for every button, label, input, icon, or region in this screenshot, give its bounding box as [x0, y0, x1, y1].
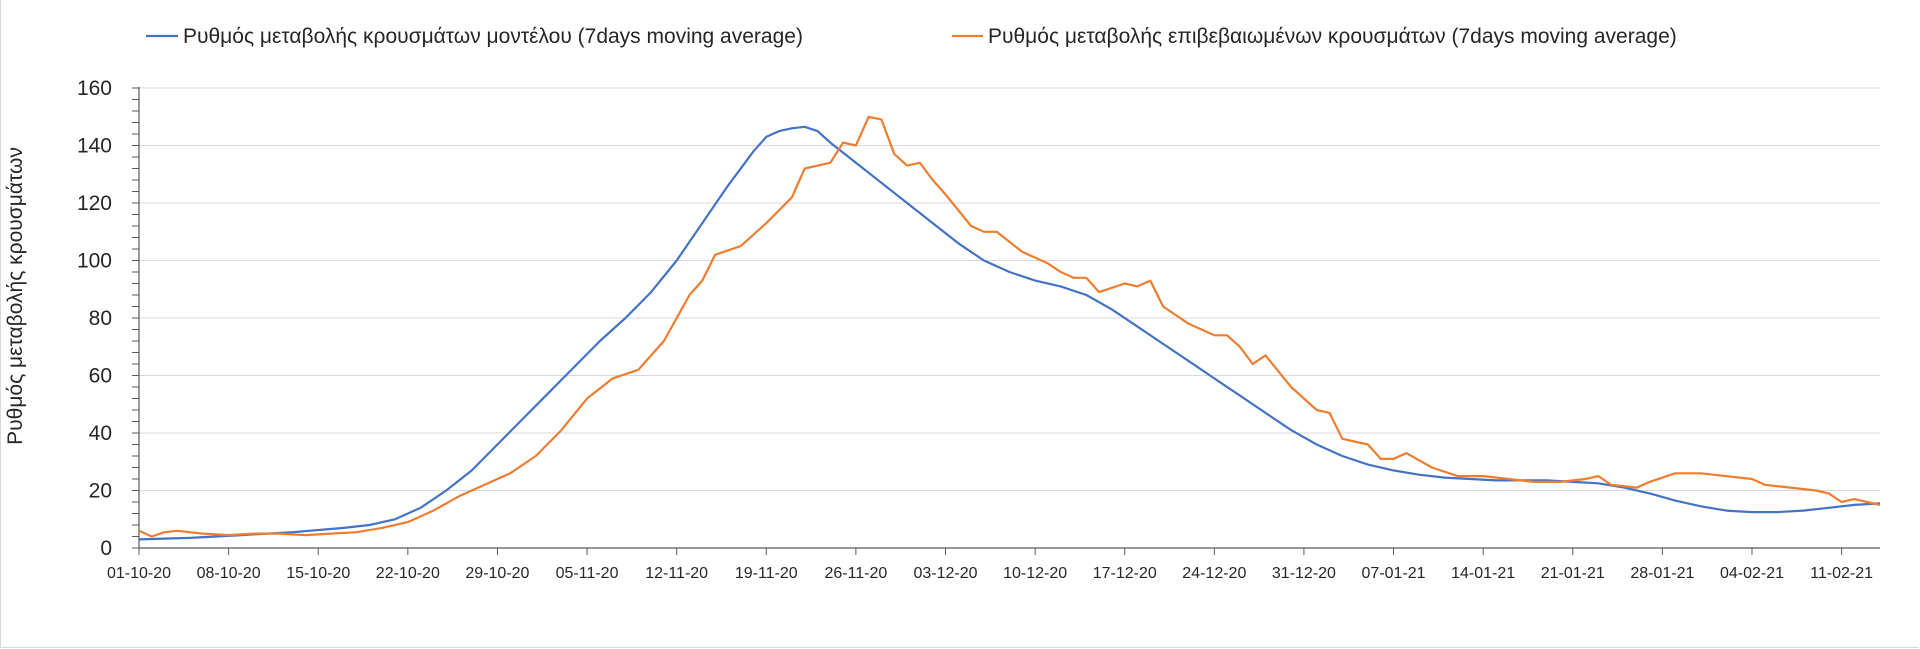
x-tick-label: 29-10-20 — [465, 565, 529, 582]
x-tick-label: 14-01-21 — [1451, 565, 1515, 582]
axes — [132, 87, 1880, 555]
y-tick-label: 60 — [89, 365, 112, 388]
y-tick-label: 160 — [77, 77, 112, 100]
y-tick-label: 140 — [77, 135, 112, 158]
y-axis-label: Ρυθμός μεταβολής κρουσμάτων — [4, 147, 27, 445]
x-tick-label: 03-12-20 — [913, 565, 977, 582]
x-tick-label: 11-02-21 — [1810, 565, 1873, 582]
x-tick-label: 10-12-20 — [1003, 565, 1067, 582]
y-tick-label: 20 — [89, 480, 112, 503]
x-tick-label: 15-10-20 — [286, 565, 350, 582]
x-tick-label: 28-01-21 — [1630, 565, 1694, 582]
x-tick-label: 26-11-20 — [824, 565, 887, 582]
x-tick-label: 19-11-20 — [735, 565, 798, 582]
x-tick-label: 12-11-20 — [645, 565, 708, 582]
x-tick-label: 21-01-21 — [1541, 565, 1605, 582]
legend-label-confirmed: Ρυθμός μεταβολής επιβεβαιωμένων κρουσμάτ… — [988, 25, 1677, 48]
y-ticks: 0 20 40 60 80 100 120 140 160 — [77, 77, 112, 560]
series-line-1 — [138, 115, 1881, 538]
y-tick-label: 100 — [77, 250, 112, 273]
legend: Ρυθμός μεταβολής κρουσμάτων μοντέλου (7d… — [146, 25, 1677, 48]
y-tick-label: 120 — [77, 192, 112, 215]
x-tick-label: 01-10-20 — [107, 565, 171, 582]
x-tick-label: 22-10-20 — [376, 565, 440, 582]
y-tick-label: 40 — [89, 422, 112, 445]
x-ticks: 01-10-20 08-10-20 15-10-20 22-10-20 29-10-20… — [107, 565, 1873, 582]
gridlines — [139, 87, 1880, 491]
y-tick-label: 0 — [100, 537, 112, 560]
x-tick-label: 07-01-21 — [1362, 565, 1426, 582]
x-tick-label: 05-11-20 — [556, 565, 619, 582]
x-tick-label: 17-12-20 — [1093, 565, 1157, 582]
x-tick-label: 08-10-20 — [197, 565, 261, 582]
legend-label-model: Ρυθμός μεταβολής κρουσμάτων μοντέλου (7d… — [183, 25, 803, 48]
y-tick-label: 80 — [89, 307, 112, 330]
x-tick-label: 24-12-20 — [1182, 565, 1246, 582]
series-line-0 — [138, 125, 1881, 541]
x-tick-label: 04-02-21 — [1720, 565, 1784, 582]
x-tick-label: 31-12-20 — [1272, 565, 1336, 582]
series-lines — [138, 115, 1881, 541]
